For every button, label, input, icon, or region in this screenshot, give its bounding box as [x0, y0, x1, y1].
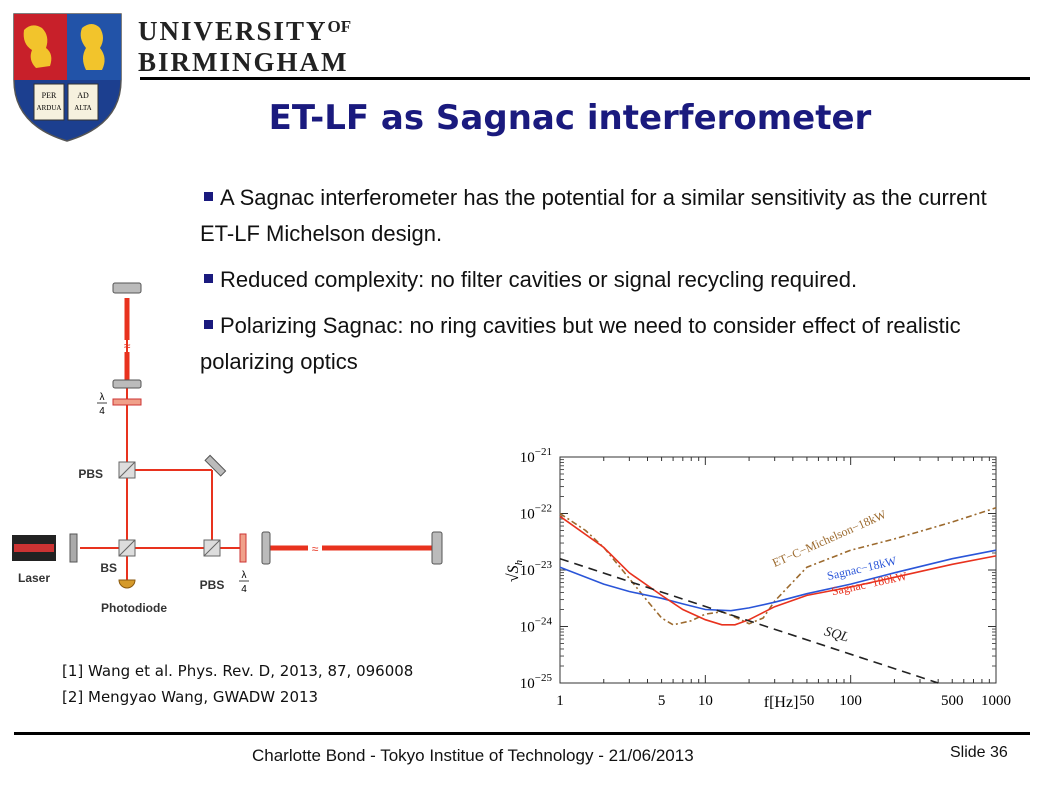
y-tick-label: 10−22	[520, 503, 552, 523]
end-mirror-top-icon	[112, 282, 142, 294]
university-line1: UNIVERSITY	[138, 16, 328, 46]
x-tick-label: 1000	[981, 693, 1011, 709]
x-tick-label: 5	[658, 693, 666, 709]
pbs-top-icon	[118, 461, 136, 479]
footer-text: Charlotte Bond - Tokyo Institue of Techn…	[252, 746, 694, 765]
x-tick-label: 100	[839, 693, 862, 709]
bullet-item: A Sagnac interferometer has the potentia…	[200, 180, 1000, 252]
square-bullet-icon	[204, 274, 213, 283]
university-of: OF	[327, 17, 352, 36]
bullet-text: Polarizing Sagnac: no ring cavities but …	[200, 313, 961, 374]
input-mirror-top-icon	[112, 379, 142, 389]
x-axis-label: f[Hz]	[764, 694, 799, 711]
y-tick-label: 10−21	[520, 446, 552, 466]
header-divider	[140, 77, 1030, 80]
reference-item: [2] Mengyao Wang, GWADW 2013	[62, 688, 319, 706]
photodiode-icon	[118, 579, 136, 589]
lambda-label: λ	[100, 392, 105, 403]
x-tick-label: 50	[799, 693, 814, 709]
y-tick-label: 10−24	[520, 616, 553, 636]
x-tick-labels: 1 5 10 50 100 500 1000	[556, 693, 1011, 709]
quarter-label: 4	[99, 406, 105, 417]
motto-per: PER	[42, 91, 57, 100]
y-tick-label: 10−25	[520, 672, 553, 692]
y-label-root: √	[505, 573, 522, 582]
break-mark-icon: ≈	[124, 339, 131, 353]
sagnac-optical-layout: ≈ ≈ λ 4 λ 4 PBS BS PBS Laser Photodiode	[12, 282, 443, 615]
bullet-item: Polarizing Sagnac: no ring cavities but …	[200, 308, 1000, 380]
motto-ad: AD	[77, 91, 89, 100]
y-tick-label: 10−23	[520, 559, 553, 579]
quarter-label: 4	[241, 584, 247, 595]
beam-paths	[80, 298, 240, 580]
sensitivity-chart: 10−21 10−22 10−23 10−24 10−25 1 5 10 50 100 500 10…	[505, 446, 1011, 711]
y-label-var: S	[505, 565, 522, 573]
x-tick-label: 10	[698, 693, 713, 709]
waveplate-right-icon	[239, 533, 247, 563]
end-mirror-right-icon	[431, 531, 443, 565]
university-line2: BIRMINGHAM	[138, 47, 349, 77]
series-labels: ET−C−Michelson−18kWSagnac−18kWSagnac−180…	[770, 507, 909, 646]
bs-icon	[118, 539, 136, 557]
slide-number: Slide 36	[950, 744, 1008, 761]
university-wordmark: UNIVERSITYOF BIRMINGHAM	[138, 18, 351, 76]
waveplate-top-icon	[112, 398, 142, 406]
motto-ardua: ARDUA	[37, 104, 62, 112]
lambda-label: λ	[242, 570, 247, 581]
steering-mirror-icon	[204, 454, 227, 477]
footer-divider	[14, 732, 1030, 735]
square-bullet-icon	[204, 320, 213, 329]
bullet-text: A Sagnac interferometer has the potentia…	[200, 185, 987, 246]
x-tick-label: 1	[556, 693, 564, 709]
series-label: SQL	[822, 624, 850, 645]
university-crest: PER ARDUA AD ALTA	[13, 13, 122, 142]
x-tick-label: 500	[941, 693, 964, 709]
photodiode-label: Photodiode	[101, 601, 167, 615]
laser-isolator-icon	[69, 533, 78, 563]
bullet-item: Reduced complexity: no filter cavities o…	[200, 262, 1000, 298]
series-lines	[559, 507, 997, 684]
references: [1] Wang et al. Phys. Rev. D, 2013, 87, …	[62, 658, 413, 710]
y-label-sub: h	[513, 559, 525, 565]
reference-item: [1] Wang et al. Phys. Rev. D, 2013, 87, …	[62, 662, 414, 680]
motto-alta: ALTA	[74, 104, 91, 112]
series-line-sql	[559, 557, 939, 684]
slide-title: ET-LF as Sagnac interferometer	[268, 98, 872, 138]
svg-text:√Sh: √Sh	[505, 559, 525, 582]
pbs-top-label: PBS	[78, 467, 103, 481]
input-mirror-right-icon	[261, 531, 271, 565]
pbs-right-icon	[203, 539, 221, 557]
axis-ticks	[559, 456, 996, 684]
break-mark-icon: ≈	[312, 542, 319, 556]
bullet-list: A Sagnac interferometer has the potentia…	[200, 180, 1000, 390]
bs-label: BS	[100, 561, 117, 575]
y-tick-labels: 10−21 10−22 10−23 10−24 10−25	[520, 446, 553, 692]
square-bullet-icon	[204, 192, 213, 201]
series-line-sagnac-180kw	[559, 515, 997, 626]
y-axis-label: √Sh	[505, 559, 525, 582]
series-line-sagnac-18kw	[559, 549, 997, 612]
pbs-right-label: PBS	[200, 578, 225, 592]
bullet-text: Reduced complexity: no filter cavities o…	[220, 267, 858, 292]
laser-label: Laser	[18, 571, 50, 585]
